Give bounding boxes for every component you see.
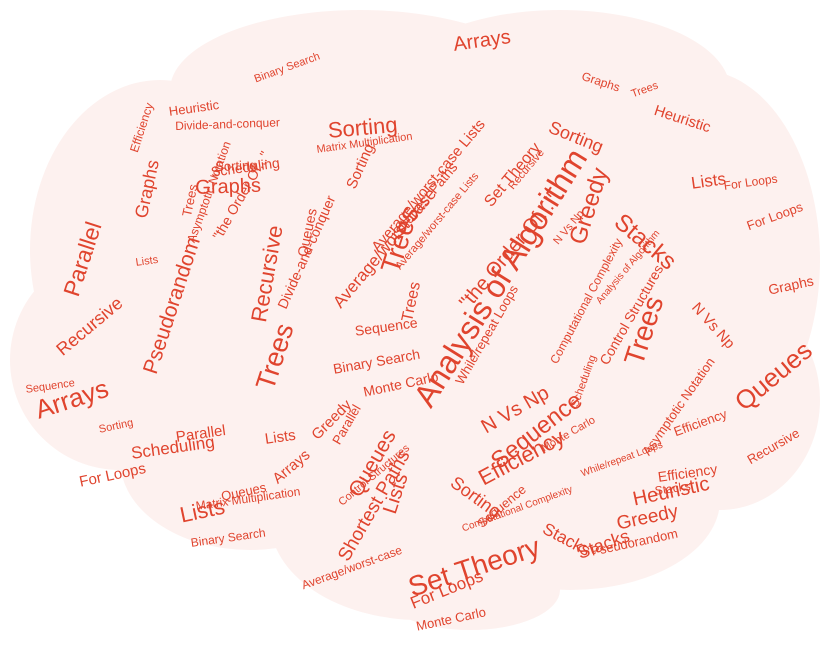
word-divide-and-conquer: Divide-and-conquer (174, 115, 281, 133)
word-lists: Lists (689, 169, 728, 193)
word-lists: Lists (263, 426, 297, 448)
